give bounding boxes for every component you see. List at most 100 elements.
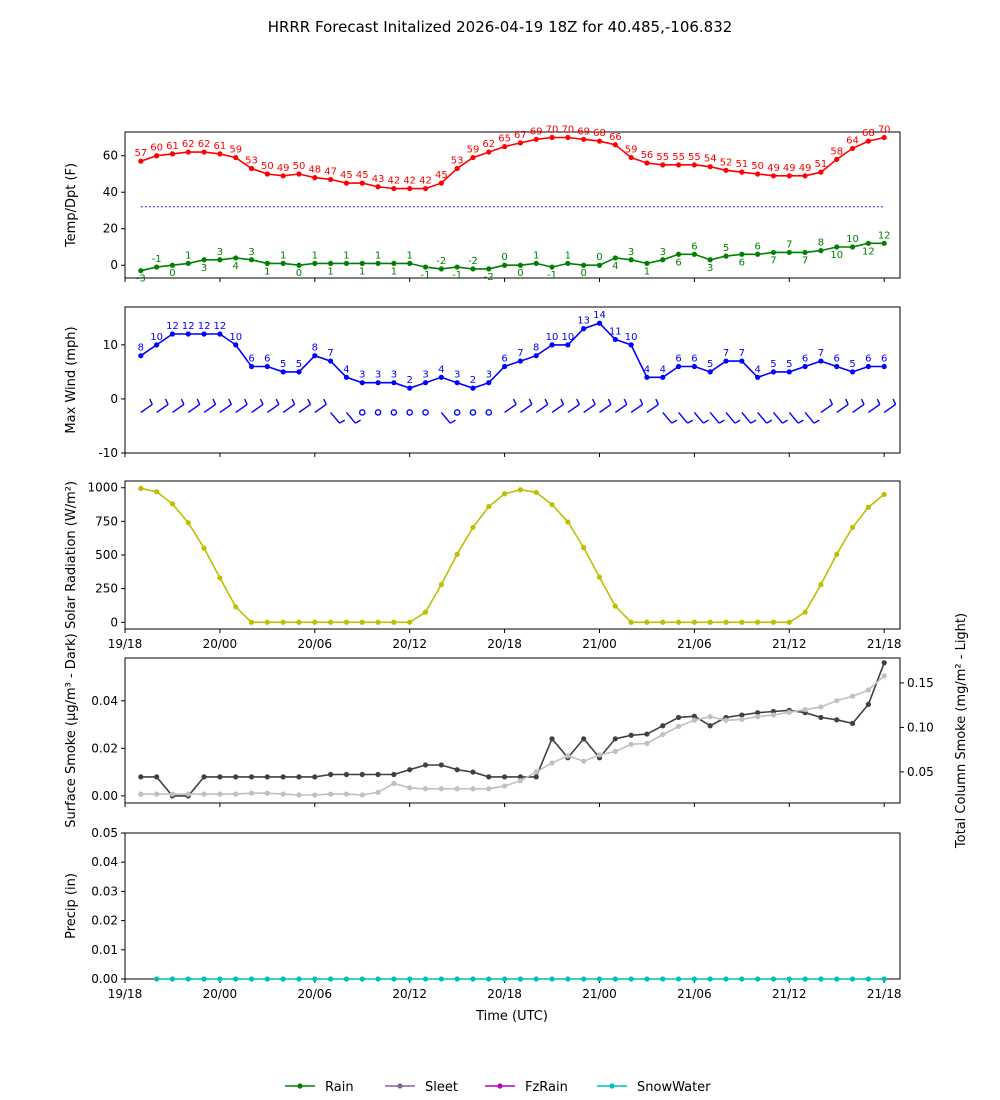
x-tick-label: 20/12 — [392, 987, 427, 1001]
max-wind-data-label: 7 — [818, 348, 824, 359]
snowwater-point — [264, 976, 270, 982]
x-tick-label: 21/06 — [677, 637, 712, 651]
wind-barb-calm — [422, 409, 429, 416]
snowwater-point — [422, 976, 429, 982]
dewpoint-data-label: -2 — [436, 256, 446, 267]
surface-smoke-point — [248, 774, 255, 780]
dewpoint-point — [359, 260, 365, 266]
temperature-data-label: 53 — [451, 156, 464, 167]
wind-barb — [757, 411, 768, 424]
max-wind-point — [501, 363, 508, 370]
max-wind-point — [169, 331, 176, 337]
wind-barb-flag — [860, 398, 865, 405]
temperature-data-label: 68 — [862, 128, 875, 139]
legend-label: Sleet — [425, 1080, 458, 1095]
wind-barb-flag — [718, 419, 725, 424]
snowwater-point — [565, 976, 571, 982]
dewpoint-data-label: 0 — [296, 268, 302, 279]
wind-barb — [266, 403, 280, 414]
y-tick-label: 500 — [95, 548, 118, 562]
y-tick-label: 0.00 — [91, 789, 118, 803]
dewpoint-data-label: 12 — [878, 230, 891, 241]
dewpoint-point — [612, 255, 618, 261]
max-wind-point — [217, 331, 223, 337]
temperature-point — [470, 154, 476, 161]
wind-barb — [852, 403, 865, 414]
y-tick-label: 0.02 — [91, 914, 118, 928]
total-column-smoke-point — [818, 704, 824, 710]
snowwater-point — [849, 976, 856, 982]
total-column-smoke-point — [786, 709, 792, 715]
temperature-point — [391, 185, 397, 192]
max-wind-point — [296, 369, 302, 375]
max-wind-point — [802, 363, 808, 370]
snowwater-point — [517, 976, 524, 982]
wind-barb-flag — [291, 398, 296, 405]
solar-radiation-point — [280, 619, 286, 625]
surface-smoke-point — [517, 774, 524, 780]
plot-frame — [124, 306, 901, 454]
y-right-tick-label: 0.05 — [907, 765, 934, 779]
temperature-point — [865, 138, 871, 144]
max-wind-data-label: 7 — [517, 348, 523, 359]
wind-barb-flag — [687, 419, 694, 424]
wind-barb — [504, 403, 517, 414]
wind-barb-flag — [196, 398, 201, 405]
solar-radiation-point — [786, 619, 792, 625]
max-wind-point — [264, 363, 270, 370]
temperature-point — [407, 185, 413, 192]
solar-radiation-point — [169, 501, 176, 507]
total-column-smoke-point — [501, 783, 508, 789]
temperature-point — [422, 185, 429, 192]
solar-radiation-point — [343, 619, 350, 625]
dewpoint-data-label: 1 — [407, 250, 413, 261]
y-tick-label: 20 — [103, 222, 118, 236]
solar-radiation-point — [612, 603, 618, 609]
total-column-smoke-point — [755, 714, 761, 720]
max-wind-point — [375, 380, 381, 386]
max-wind-point — [865, 363, 871, 370]
x-tick-label: 21/00 — [582, 637, 617, 651]
max-wind-point — [565, 342, 571, 348]
total-column-smoke-point — [849, 693, 856, 699]
dewpoint-data-label: 1 — [644, 266, 650, 277]
surface-smoke-point — [739, 712, 745, 718]
surface-smoke-point — [470, 769, 476, 775]
total-column-smoke-point — [217, 791, 223, 797]
max-wind-point — [739, 358, 745, 364]
wind-barb — [187, 403, 201, 414]
solar-radiation-point — [391, 619, 397, 625]
dewpoint-data-label: 3 — [707, 263, 713, 274]
y-tick-label: 0.04 — [91, 694, 118, 708]
y-tick-label: -10 — [98, 446, 118, 460]
temperature-point — [596, 138, 603, 144]
total-column-smoke-point — [201, 791, 207, 797]
dewpoint-point — [755, 251, 761, 257]
wind-barb-flag — [734, 419, 741, 424]
max-wind-point — [675, 363, 682, 370]
max-wind-point — [138, 353, 144, 359]
dewpoint-data-label: 4 — [612, 261, 618, 272]
solar-radiation-line — [140, 487, 885, 624]
x-tick-label: 20/00 — [203, 637, 238, 651]
dewpoint-point — [533, 260, 539, 266]
dewpoint-point — [596, 262, 603, 268]
legend-marker — [397, 1083, 403, 1089]
surface-smoke-point — [707, 723, 713, 729]
wind-barb-calm — [469, 409, 477, 416]
wind-barb — [345, 411, 356, 424]
max-wind-data-label: 2 — [407, 375, 413, 386]
temperature-point — [248, 165, 255, 172]
wind-barb — [772, 411, 784, 424]
x-tick-label: 20/00 — [203, 987, 238, 1001]
temperature-point — [185, 149, 191, 155]
wind-barb — [203, 403, 216, 414]
solar-radiation-point — [628, 619, 634, 625]
x-tick-label: 19/18 — [108, 637, 143, 651]
wind-barb — [156, 403, 169, 414]
wind-barb-calm — [374, 409, 382, 416]
max-wind-point — [533, 353, 539, 359]
total-column-smoke-point — [881, 673, 887, 679]
temperature-data-label: 53 — [245, 156, 258, 167]
temperature-point — [501, 144, 508, 150]
